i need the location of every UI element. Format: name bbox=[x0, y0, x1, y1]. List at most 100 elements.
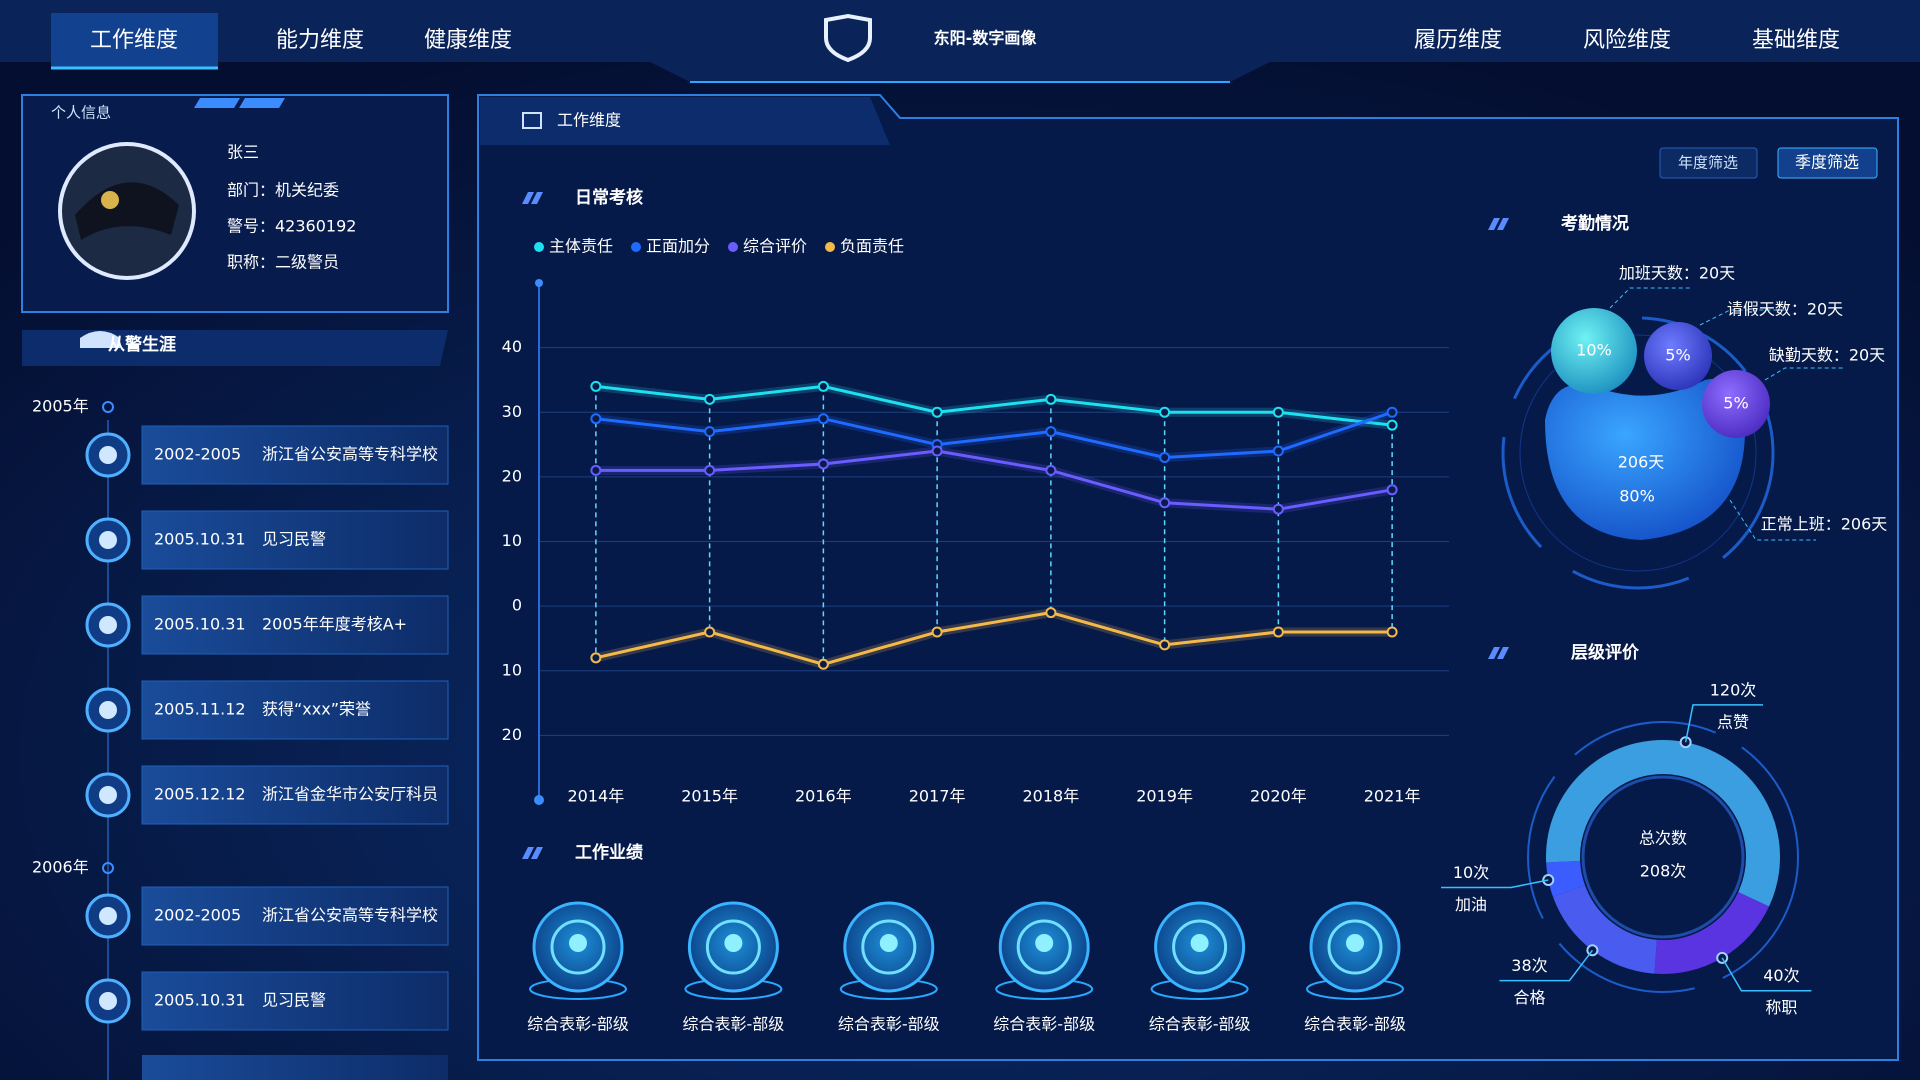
medal-core bbox=[879, 934, 898, 952]
x-tick-label: 2016年 bbox=[795, 787, 852, 806]
career-icon-inner bbox=[99, 616, 117, 634]
axis-dot bbox=[535, 279, 543, 287]
career-icon-inner bbox=[99, 786, 117, 804]
point bbox=[590, 652, 602, 664]
career-item-partial bbox=[142, 1055, 448, 1080]
header-bar bbox=[0, 0, 1920, 82]
medal-inner bbox=[1172, 919, 1228, 975]
medal-inner bbox=[550, 919, 606, 975]
career-date: 2002-2005 bbox=[154, 445, 241, 464]
point bbox=[817, 413, 829, 425]
attendance-label: 加班天数：20天 bbox=[1619, 264, 1735, 283]
attendance-main-percent: 80% bbox=[1619, 487, 1655, 506]
attendance-main bbox=[1545, 378, 1745, 540]
point bbox=[1045, 607, 1057, 619]
nav-tab[interactable]: 基础维度 bbox=[1752, 28, 1840, 53]
career-icon-inner bbox=[99, 907, 117, 925]
career-date: 2005.11.12 bbox=[154, 700, 246, 719]
bubble-label: 5% bbox=[1665, 346, 1690, 365]
attendance: 10% 5% 5% 206天 80% 加班天数：20天 请假天数：20天 缺勤天… bbox=[1501, 264, 1888, 590]
x-tick-label: 2015年 bbox=[681, 787, 738, 806]
point bbox=[1159, 497, 1171, 509]
x-tick-label: 2019年 bbox=[1136, 787, 1193, 806]
career-icon-inner bbox=[99, 992, 117, 1010]
point bbox=[590, 413, 602, 425]
legend-swatch bbox=[728, 242, 738, 252]
attendance-ring-inner bbox=[1519, 334, 1757, 572]
medal-core bbox=[1035, 934, 1054, 952]
y-tick-label: 20 bbox=[502, 466, 522, 485]
nav-tab[interactable]: 风险维度 bbox=[1583, 28, 1671, 53]
donut-segment bbox=[1654, 891, 1770, 974]
y-tick-label: 40 bbox=[502, 337, 522, 356]
career-item bbox=[141, 886, 449, 946]
panel-title: 工作维度 bbox=[557, 111, 621, 130]
career-text: 2005年年度考核A+ bbox=[262, 615, 407, 634]
active-tab-bg bbox=[51, 13, 218, 68]
career-icon-inner bbox=[99, 446, 117, 464]
point bbox=[931, 626, 943, 638]
medal-label: 综合表彰-部级 bbox=[683, 1015, 785, 1034]
ring-outer bbox=[1527, 721, 1799, 993]
section-mark bbox=[1488, 647, 1509, 659]
leader-line bbox=[1729, 499, 1816, 541]
x-tick-label: 2014年 bbox=[568, 787, 625, 806]
section-title: 层级评价 bbox=[1571, 642, 1640, 663]
career-text: 浙江省公安高等专科学校 bbox=[262, 445, 438, 464]
career-year: 2006年 bbox=[32, 858, 89, 877]
medal-label: 综合表彰-部级 bbox=[527, 1015, 629, 1034]
career-item bbox=[141, 595, 449, 655]
attendance-label: 正常上班：206天 bbox=[1761, 515, 1888, 534]
segment-value: 120次 bbox=[1710, 680, 1757, 699]
point bbox=[704, 426, 716, 438]
panel-icon bbox=[522, 112, 542, 129]
career-text: 获得“xxx”荣誉 bbox=[262, 700, 371, 719]
career-item bbox=[141, 765, 449, 825]
career-item bbox=[141, 510, 449, 570]
series-line bbox=[595, 449, 1393, 511]
filter-button[interactable] bbox=[1659, 147, 1758, 179]
nav-tab[interactable]: 履历维度 bbox=[1414, 28, 1502, 53]
point bbox=[1386, 419, 1398, 431]
nav-tab[interactable]: 工作维度 bbox=[90, 28, 178, 53]
career-icon bbox=[80, 331, 120, 348]
point bbox=[704, 464, 716, 476]
career-year: 2005年 bbox=[32, 397, 89, 416]
point bbox=[1159, 406, 1171, 418]
attendance-main-value: 206天 bbox=[1618, 453, 1665, 472]
career-text: 见习民警 bbox=[262, 991, 326, 1010]
section-title: 工作业绩 bbox=[575, 842, 643, 863]
medal-label: 综合表彰-部级 bbox=[1304, 1015, 1406, 1034]
segment-value: 40次 bbox=[1763, 966, 1799, 985]
donut-center-value: 208次 bbox=[1640, 862, 1687, 881]
legend-label: 负面责任 bbox=[840, 237, 904, 256]
point bbox=[931, 445, 943, 457]
logo bbox=[824, 13, 872, 63]
leader-line bbox=[1764, 367, 1845, 381]
main-panel bbox=[477, 94, 1899, 1061]
section-title: 考勤情况 bbox=[1560, 213, 1629, 234]
segment-category: 称职 bbox=[1765, 998, 1797, 1017]
career-date: 2005.10.31 bbox=[154, 615, 246, 634]
point bbox=[1159, 451, 1171, 463]
nav-tab[interactable]: 健康维度 bbox=[424, 28, 512, 53]
line-chart: 40 30 20 10 0 10 20 2014年 2015年 2016年 2017年 2018年 20… bbox=[502, 237, 1449, 806]
filter-label: 季度筛选 bbox=[1795, 153, 1859, 172]
nav-tab[interactable]: 能力维度 bbox=[276, 28, 364, 53]
leader-line bbox=[1609, 287, 1690, 309]
legend-swatch bbox=[631, 242, 641, 252]
leader-line bbox=[1721, 957, 1812, 992]
section-title: 日常考核 bbox=[575, 187, 643, 208]
leader-line bbox=[1684, 704, 1763, 743]
series-line bbox=[595, 611, 1393, 666]
year-dot bbox=[102, 862, 114, 874]
segment-category: 加油 bbox=[1455, 895, 1487, 914]
medal-label: 综合表彰-部级 bbox=[1149, 1015, 1251, 1034]
section-mark bbox=[522, 192, 543, 204]
filter-button-active[interactable] bbox=[1777, 147, 1878, 179]
legend-label: 主体责任 bbox=[549, 237, 613, 256]
career-timeline: 2005年 2002-2005 浙江省公安高等专科学校 2005.10.31 见习民警 2… bbox=[32, 397, 449, 1031]
y-tick-label: 30 bbox=[502, 402, 522, 421]
